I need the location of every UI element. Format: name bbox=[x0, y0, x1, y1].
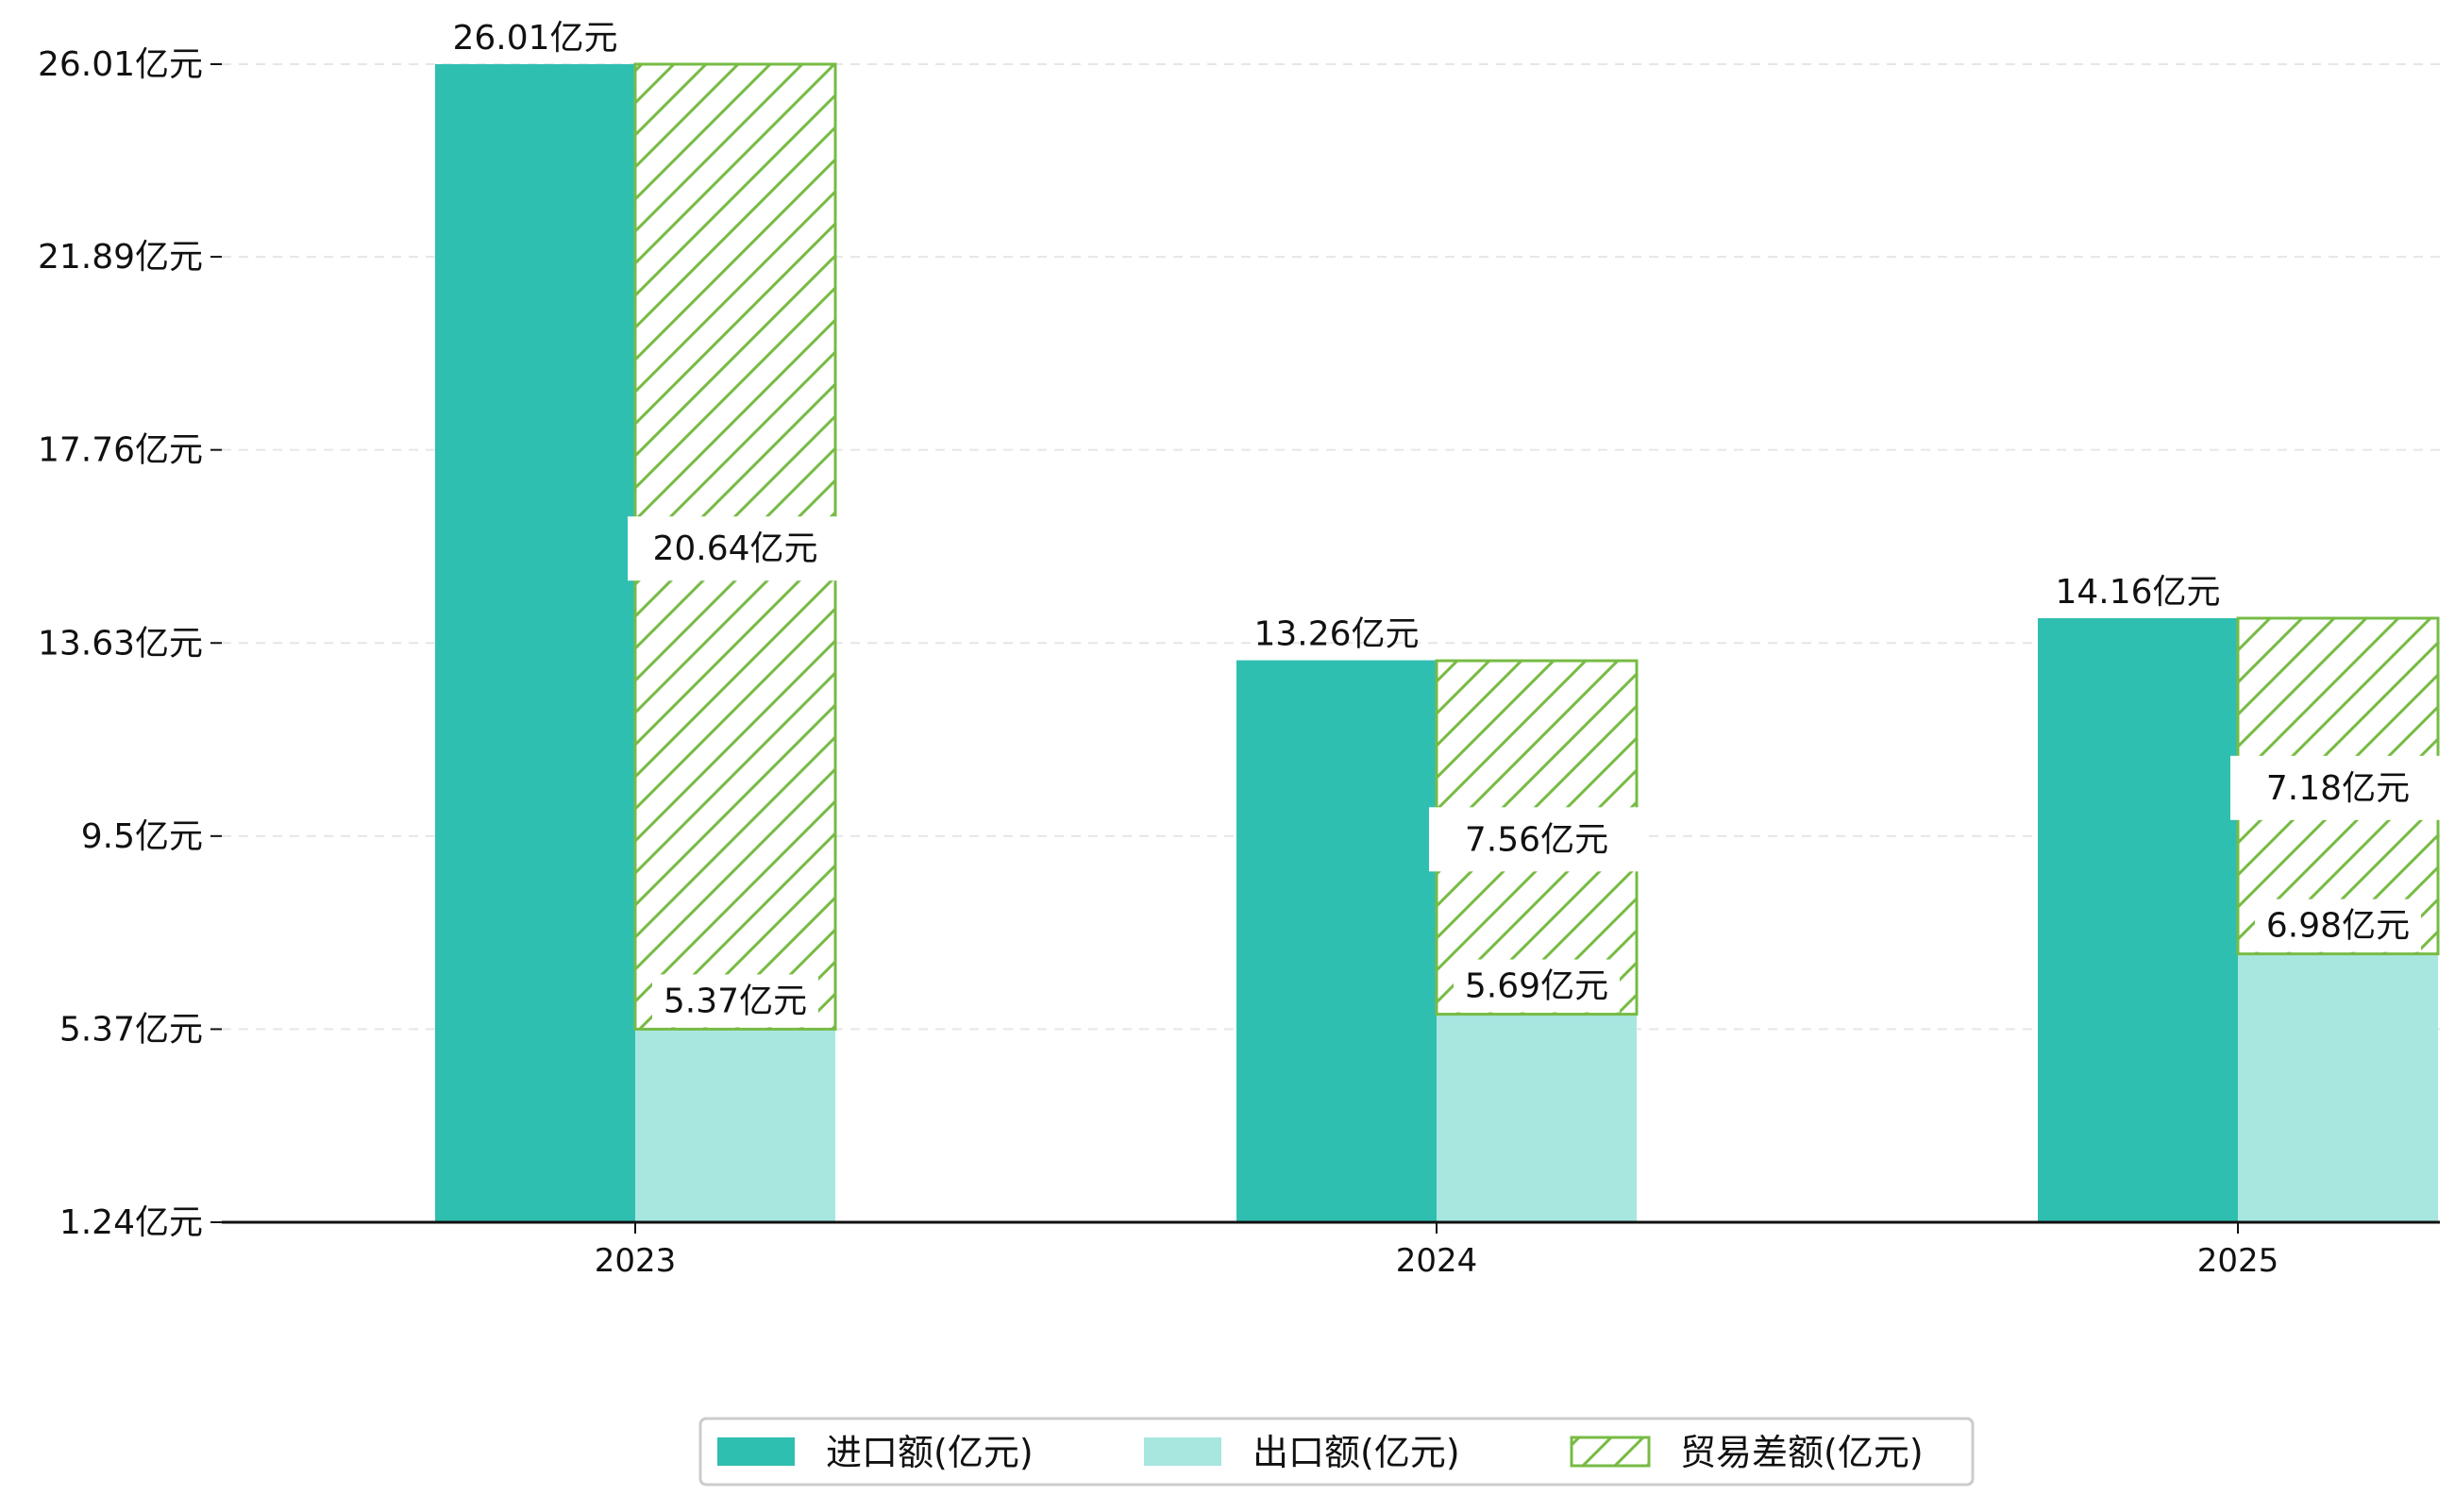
y-tick-label: 9.5亿元 bbox=[81, 817, 203, 856]
balance-value-label: 7.18亿元 bbox=[2266, 769, 2410, 808]
import-value-label: 26.01亿元 bbox=[452, 19, 617, 58]
y-tick-label: 5.37亿元 bbox=[59, 1010, 203, 1049]
data-labels: 26.01亿元 5.37亿元 20.64亿元 13.26亿元 5.69亿元 7.56亿元 1… bbox=[452, 19, 2446, 1028]
balance-value-label: 20.64亿元 bbox=[652, 529, 817, 568]
import-bar bbox=[1236, 660, 1437, 1222]
import-value-label: 14.16亿元 bbox=[2055, 573, 2220, 612]
y-tick-label: 26.01亿元 bbox=[38, 45, 203, 84]
y-tick-label: 13.63亿元 bbox=[38, 624, 203, 663]
x-tick-label: 2023 bbox=[595, 1242, 677, 1280]
x-tick-label: 2025 bbox=[2197, 1242, 2279, 1280]
legend-label: 进口额(亿元) bbox=[826, 1432, 1034, 1473]
export-value-label: 6.98亿元 bbox=[2266, 907, 2410, 946]
import-bar bbox=[2038, 617, 2238, 1222]
balance-value-label: 7.56亿元 bbox=[1465, 820, 1608, 859]
import-bar bbox=[435, 64, 635, 1222]
balance-label-bg bbox=[628, 516, 843, 581]
balance-label-bg bbox=[1429, 807, 1644, 872]
export-value-label: 5.37亿元 bbox=[664, 982, 807, 1020]
export-bar bbox=[635, 1029, 835, 1222]
legend-box bbox=[698, 1417, 1975, 1487]
legend: 进口额(亿元) 出口额(亿元) 贸易差额(亿元) bbox=[698, 1417, 1975, 1487]
export-bar bbox=[2238, 953, 2438, 1222]
x-tick-label: 2024 bbox=[1396, 1242, 1478, 1280]
export-label-bg bbox=[652, 974, 818, 1028]
export-label-bg bbox=[1454, 959, 1620, 1013]
bars bbox=[435, 62, 2440, 1222]
y-tick-label: 1.24亿元 bbox=[59, 1203, 203, 1242]
legend-swatch-balance bbox=[1570, 1436, 1651, 1468]
export-label-bg bbox=[2255, 899, 2421, 952]
y-tick-label: 17.76亿元 bbox=[38, 431, 203, 470]
legend-swatch-import bbox=[717, 1437, 795, 1466]
axes: 1.24亿元 5.37亿元 9.5亿元 13.63亿元 17.76亿元 21.89亿元 26… bbox=[38, 45, 2440, 1280]
legend-label: 贸易差额(亿元) bbox=[1680, 1432, 1924, 1473]
legend-swatch-export bbox=[1144, 1437, 1221, 1466]
balance-label-bg bbox=[2230, 755, 2446, 820]
y-tick-label: 21.89亿元 bbox=[38, 238, 203, 277]
export-value-label: 5.69亿元 bbox=[1465, 967, 1608, 1006]
export-bar bbox=[1437, 1014, 1637, 1222]
import-value-label: 13.26亿元 bbox=[1253, 615, 1419, 654]
legend-label: 出口额(亿元) bbox=[1253, 1432, 1460, 1473]
